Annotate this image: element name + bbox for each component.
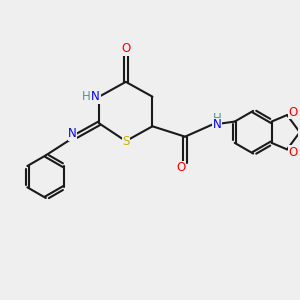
Text: H: H xyxy=(82,90,91,103)
Text: N: N xyxy=(91,90,100,103)
Text: O: O xyxy=(121,42,130,55)
Text: O: O xyxy=(288,146,298,159)
Text: N: N xyxy=(68,127,77,140)
Text: O: O xyxy=(176,161,185,174)
Text: S: S xyxy=(122,135,130,148)
Text: N: N xyxy=(213,118,221,131)
Text: O: O xyxy=(288,106,298,118)
Text: H: H xyxy=(213,112,221,125)
